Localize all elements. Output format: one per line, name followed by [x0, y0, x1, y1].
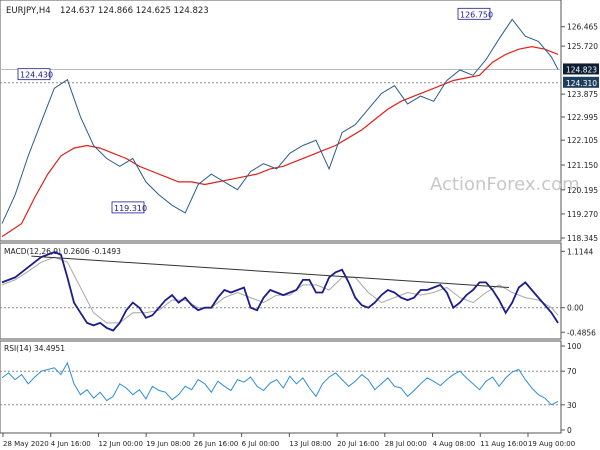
time-tick-label: 4 Aug 08:00 — [433, 440, 476, 448]
price-annotation-label: 119.310 — [114, 204, 147, 213]
time-tick-label: 28 Jul 00:00 — [385, 440, 427, 448]
price-annotation: 126.750 — [457, 7, 493, 20]
macd-line — [1, 251, 559, 332]
rsi-axis: 100 70 30 0 — [0, 342, 582, 435]
price-tick-label: 125.720 — [567, 42, 598, 51]
price-grid — [0, 69, 561, 84]
support-box — [563, 76, 599, 88]
rsi-title: RSI(14) 34.4951 — [4, 344, 65, 353]
last-price-label: 124.823 — [566, 65, 597, 74]
time-tick-label: 19 Aug 00:00 — [528, 440, 575, 448]
price-tick-label: 126.465 — [567, 23, 598, 32]
price-annotation: 119.310 — [111, 201, 147, 214]
time-tick-label: 11 Aug 16:00 — [480, 440, 527, 448]
price-tick-label: 122.105 — [567, 136, 598, 145]
price-annotations: 124.430 119.310 126.750 124.823 124.310 — [17, 7, 599, 214]
rsi-panel: RSI(14) 34.4951 100 70 30 0 — [0, 340, 582, 435]
time-axis: 28 May 2020 4 Jun 16:00 12 Jun 00:00 19 Jun… — [2, 433, 575, 448]
ohlc-readout: 124.637 124.866 124.625 124.823 — [60, 6, 209, 16]
macd-panel-frame — [0, 242, 562, 340]
macd-tick-label: 0.00 — [567, 304, 584, 313]
macd-axis: 1.1144 0.00 -0.4856 — [0, 247, 596, 337]
macd-panel: MACD(12,26,9) 0.2606 -0.1493 1.1144 0.00 -… — [0, 242, 596, 340]
last-price-box — [563, 63, 599, 75]
price-tick-label: 122.995 — [567, 113, 598, 122]
rsi-tick-label: 30 — [567, 401, 577, 410]
price-annotation-label: 126.750 — [460, 10, 493, 19]
time-tick-label: 19 Jun 08:00 — [146, 440, 190, 448]
price-annotation-box — [457, 7, 491, 20]
time-tick-label: 4 Jun 16:00 — [51, 440, 91, 448]
price-annotation-label: 124.430 — [20, 71, 53, 80]
price-tick-label: 119.270 — [567, 210, 598, 219]
rsi-tick-label: 70 — [567, 367, 577, 376]
macd-title: MACD(12,26,9) 0.2606 -0.1493 — [4, 247, 121, 256]
rsi-tick-label: 0 — [567, 426, 572, 435]
sma-line — [1, 45, 559, 238]
time-tick-label: 6 Jul 00:00 — [242, 440, 280, 448]
support-label: 124.310 — [566, 79, 597, 88]
time-tick-label: 26 Jun 16:00 — [194, 440, 238, 448]
price-tick-label: 121.150 — [567, 161, 598, 170]
symbol-label: EURJPY,H4 — [6, 6, 51, 16]
price-line — [1, 18, 559, 224]
last-price-flag: 124.823 — [563, 63, 599, 75]
price-panel: EURJPY,H4 124.637 124.866 124.625 124.82… — [0, 0, 599, 243]
price-annotation-box — [17, 68, 51, 81]
price-axis: 126.465 125.720 123.875 122.995 122.105 121.1… — [561, 23, 598, 243]
time-tick-label: 13 Jul 08:00 — [289, 440, 331, 448]
watermark: ActionForex.com — [430, 174, 580, 195]
price-annotation-box — [111, 201, 145, 214]
time-tick-label: 28 May 2020 — [3, 440, 49, 448]
rsi-tick-label: 100 — [567, 342, 582, 351]
price-annotation: 124.430 — [17, 68, 53, 81]
macd-tick-label: 1.1144 — [567, 247, 593, 256]
rsi-panel-frame — [0, 340, 562, 434]
price-tick-label: 118.345 — [567, 234, 598, 243]
macd-tick-label: -0.4856 — [567, 328, 596, 337]
macd-trendline — [31, 255, 509, 288]
price-tick-label: 123.875 — [567, 90, 598, 99]
time-tick-label: 20 Jul 16:00 — [337, 440, 379, 448]
price-tick-label: 120.195 — [567, 186, 598, 195]
time-tick-label: 12 Jun 00:00 — [98, 440, 142, 448]
price-panel-frame — [0, 0, 562, 242]
rsi-line — [1, 361, 559, 406]
support-flag: 124.310 — [563, 76, 599, 88]
